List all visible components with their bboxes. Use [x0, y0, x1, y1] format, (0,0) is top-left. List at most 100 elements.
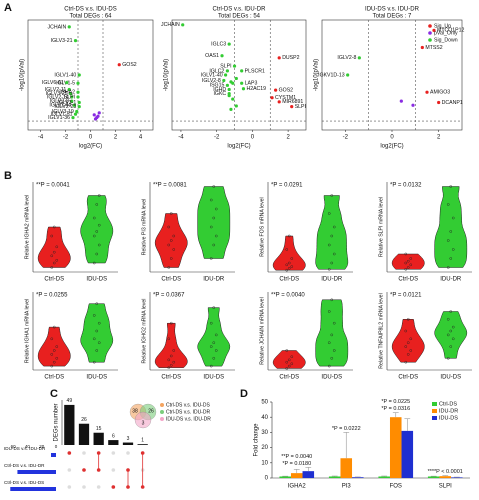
data-point [97, 341, 101, 345]
data-point [285, 367, 289, 370]
y-axis-label: Relative IGHA1 mRNA level [24, 299, 30, 363]
data-point [214, 333, 218, 337]
matrix-dot-empty [82, 485, 86, 489]
x-tick-label: Ctrl-DS [279, 277, 299, 283]
data-point [167, 358, 171, 362]
point-label: IGLV6-61 [42, 80, 64, 86]
bar [64, 404, 75, 445]
data-point [209, 257, 213, 260]
data-point [95, 302, 99, 306]
data-point [167, 266, 171, 269]
annotation: *P = 0.0180 [282, 461, 311, 467]
annotation: *P = 0.0225 [381, 399, 410, 405]
data-point [327, 310, 331, 313]
data-point [332, 349, 336, 352]
chart-title: Ctrl-DS v.s. IDU-DR [213, 7, 267, 13]
legend-marker [160, 417, 164, 421]
y-axis-label: Relative TNFAIP8L2 mRNA level [378, 293, 384, 368]
data-point [449, 257, 453, 260]
data-point [55, 345, 59, 348]
data-point [92, 234, 96, 238]
bar [378, 476, 390, 478]
x-tick-label: -2 [343, 135, 349, 141]
legend-marker [428, 24, 432, 28]
data-point [285, 349, 289, 352]
point-label: MTCO1P12 [437, 28, 465, 34]
bar [389, 417, 402, 478]
y-tick-label: 30 [261, 430, 268, 436]
data-point [93, 117, 98, 121]
point-label: JCHAIN [48, 24, 67, 30]
data-point [77, 100, 81, 105]
data-point [327, 364, 331, 368]
legend-marker [160, 403, 164, 407]
data-point [277, 100, 281, 104]
x-tick-label: FOS [390, 484, 402, 490]
venn-value: 26 [148, 408, 154, 414]
x-tick-label: 2 [286, 135, 290, 141]
data-point [451, 248, 455, 251]
data-point [75, 109, 79, 114]
y-tick-label: 50 [261, 400, 268, 406]
data-point [225, 69, 229, 73]
panel-label: D [240, 388, 248, 400]
set-label: Ctrl-DS v.s. IDU-DS [4, 480, 44, 485]
annotation: *P = 0.0255 [36, 293, 68, 299]
data-point [446, 266, 450, 269]
data-point [169, 239, 173, 242]
matrix-dot-empty [67, 468, 72, 472]
data-point [227, 87, 231, 92]
data-point [446, 356, 450, 360]
data-point [167, 337, 171, 341]
data-point [97, 194, 101, 197]
data-point [330, 298, 334, 302]
matrix-dot-empty [126, 451, 130, 455]
x-tick-label: 0 [390, 135, 394, 141]
data-point [290, 265, 294, 268]
data-point [406, 341, 410, 345]
violin [80, 195, 114, 264]
point-label: IGLV3-1 [57, 100, 76, 106]
bar-value-label: 6 [112, 433, 115, 439]
data-point [212, 216, 216, 220]
data-point [240, 81, 244, 85]
data-point [290, 362, 294, 366]
matrix-dot [126, 468, 130, 472]
data-point [117, 63, 121, 67]
data-point [167, 243, 171, 247]
data-point [169, 212, 173, 215]
data-point [77, 73, 81, 77]
data-point [97, 223, 101, 227]
bar-value-label: 26 [81, 417, 87, 423]
data-point [330, 234, 334, 238]
data-point [327, 341, 331, 345]
point-label: IGKV1D-13 [318, 72, 345, 78]
data-point [97, 243, 101, 247]
point-label: SLPI [295, 104, 306, 110]
annotation: *P = 0.0367 [153, 293, 185, 299]
set-tick-label: 0 [55, 444, 58, 449]
point-label: IGKC [213, 91, 226, 97]
data-point [92, 314, 96, 317]
x-tick-label: PI3 [342, 484, 352, 490]
data-point [270, 96, 274, 100]
data-point [76, 95, 80, 99]
x-tick-label: IDU-DS [440, 375, 461, 381]
data-point [409, 349, 413, 352]
data-point [290, 257, 294, 260]
violin [197, 307, 231, 367]
data-point [76, 81, 80, 85]
data-point [406, 317, 410, 321]
data-point [167, 225, 171, 229]
data-point [287, 267, 291, 270]
data-point [50, 234, 54, 238]
data-point [212, 243, 216, 247]
data-point [332, 321, 336, 325]
y-axis-label: -log10(pVal) [20, 59, 26, 91]
data-point [231, 81, 235, 85]
y-tick-label: 0 [265, 476, 269, 482]
data-point [65, 80, 69, 85]
matrix-dot-empty [111, 468, 116, 472]
x-tick-label: Ctrl-DS [44, 277, 64, 283]
point-label: DUSP2 [282, 55, 299, 61]
